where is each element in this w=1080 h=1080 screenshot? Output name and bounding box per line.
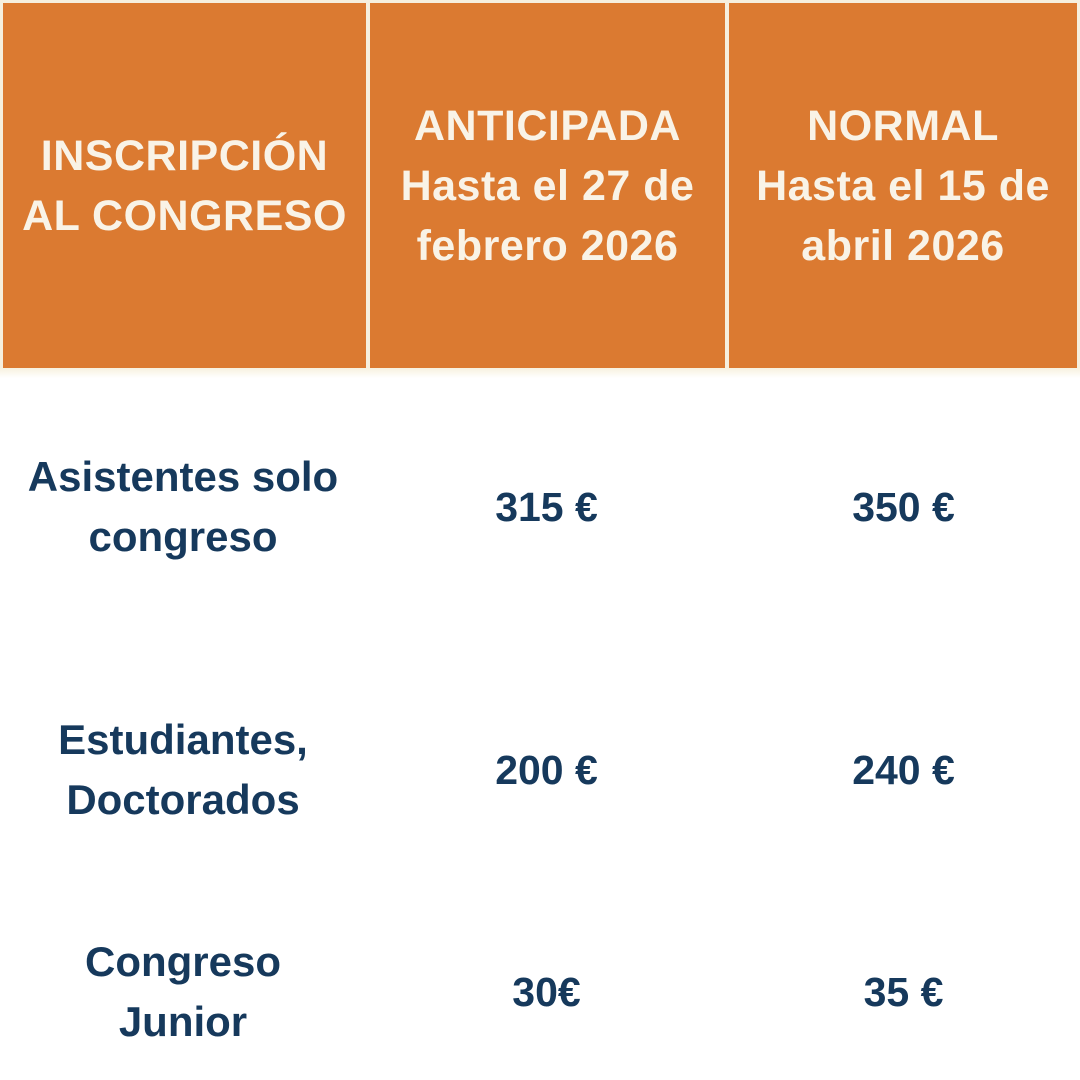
- header-bottom-border: [0, 368, 1080, 378]
- header-normal-text: NORMAL Hasta el 15 de abril 2026: [756, 101, 1050, 270]
- price-asistentes-anticipada: 315 €: [495, 484, 598, 530]
- price-estudiantes-anticipada: 200 €: [495, 747, 598, 793]
- price-estudiantes-normal: 240 €: [852, 747, 955, 793]
- row-label-estudiantes: Estudiantes, Doctorados: [58, 716, 308, 823]
- table-header-row: INSCRIPCIÓN AL CONGRESO ANTICIPADA Hasta…: [0, 0, 1080, 368]
- table-row: Estudiantes, Doctorados 200 € 240 €: [0, 636, 1080, 904]
- row-label-asistentes: Asistentes solo congreso: [27, 453, 339, 560]
- header-cell-anticipada: ANTICIPADA Hasta el 27 de febrero 2026: [366, 3, 725, 368]
- price-asistentes-normal: 350 €: [852, 484, 955, 530]
- header-cell-inscripcion: INSCRIPCIÓN AL CONGRESO: [3, 3, 366, 368]
- header-inscripcion-text: INSCRIPCIÓN AL CONGRESO: [22, 131, 347, 240]
- table-row: Congreso Junior 30€ 35 €: [0, 904, 1080, 1080]
- price-junior-anticipada: 30€: [512, 969, 581, 1015]
- table-row: Asistentes solo congreso 315 € 350 €: [0, 378, 1080, 636]
- price-junior-normal: 35 €: [863, 969, 944, 1015]
- header-cell-normal: NORMAL Hasta el 15 de abril 2026: [725, 3, 1077, 368]
- row-label-congreso-junior: Congreso Junior: [84, 938, 281, 1045]
- header-anticipada-text: ANTICIPADA Hasta el 27 de febrero 2026: [400, 101, 695, 270]
